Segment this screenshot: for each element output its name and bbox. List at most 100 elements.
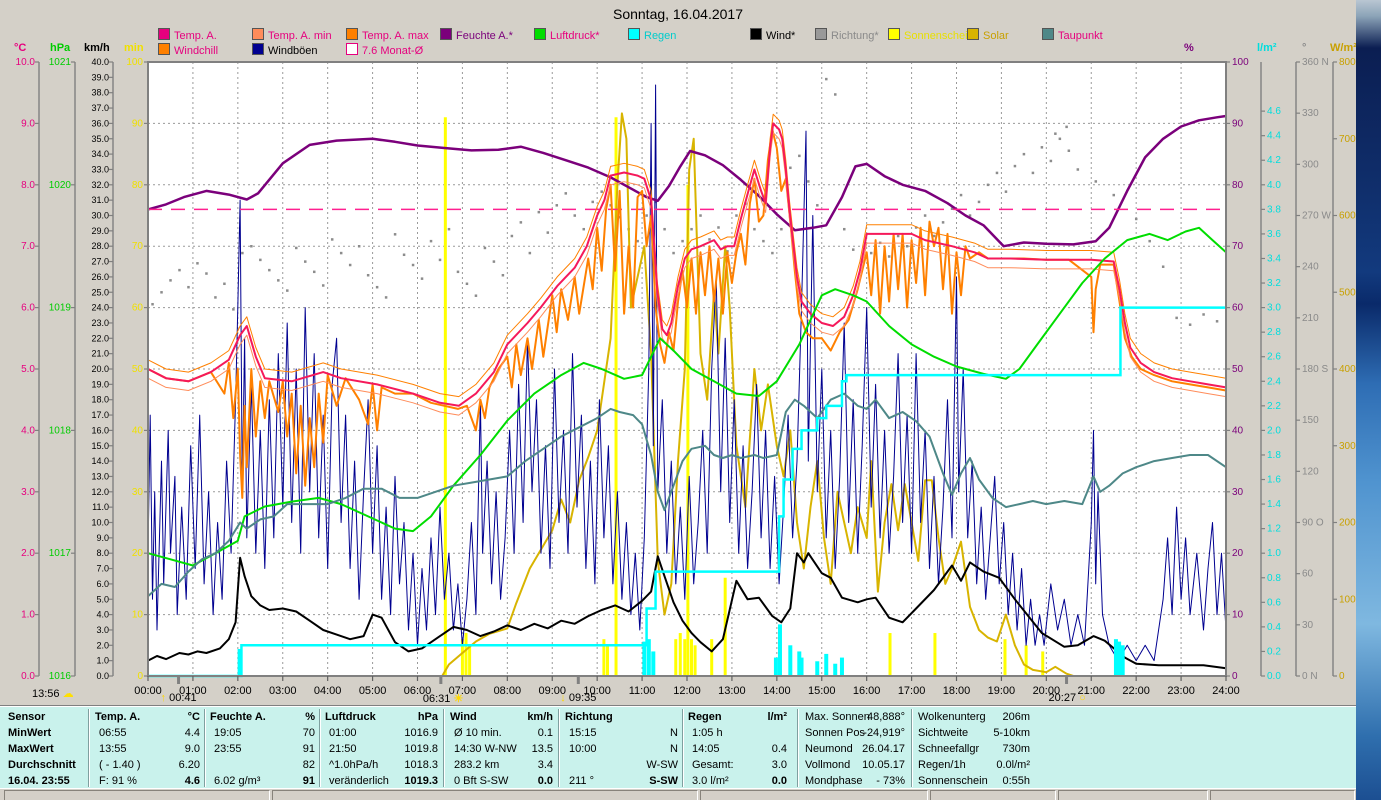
- stat-label: 15:15: [569, 727, 597, 739]
- legend-item-windb-en: Windböen: [252, 43, 318, 57]
- richtung-series: [582, 227, 585, 231]
- richtung-series: [492, 260, 496, 263]
- legend-label: Temp. A. min: [268, 30, 332, 42]
- richtung-series: [357, 245, 361, 248]
- richtung-series: [1215, 320, 1219, 323]
- axis-tick-label: 500: [1339, 287, 1356, 298]
- column-header: Richtung: [565, 711, 613, 723]
- stat-label: Gesamt:: [692, 759, 734, 771]
- stat-value: 0:55h: [1002, 775, 1030, 787]
- axis-tick-label: 80: [1232, 180, 1244, 191]
- richtung-series: [708, 238, 711, 241]
- axis-tick-label: 50: [132, 364, 144, 375]
- legend-item-wind: Wind*: [750, 28, 795, 42]
- legend-item-temp-a-min: Temp. A. min: [252, 28, 332, 42]
- windb-en-series: [147, 84, 1227, 662]
- legend-swatch: [628, 28, 640, 40]
- richtung-series: [672, 251, 675, 255]
- axis-tick-label: 30: [132, 487, 144, 498]
- axis-tick-label: 240: [1302, 262, 1319, 273]
- legend-swatch: [158, 28, 170, 40]
- row-label: MinWert: [8, 727, 52, 739]
- axis-tick-label: 2.4: [1267, 376, 1281, 387]
- moonset-label: 13:56 ☁: [32, 688, 74, 700]
- status-bar-segment: [272, 790, 698, 800]
- stat-label: 14:30 W-NW: [454, 743, 517, 755]
- marker-time: 06:31: [422, 693, 451, 705]
- time-tick-label: 06:00: [404, 685, 432, 697]
- time-tick-label: 11:00: [629, 685, 656, 697]
- axis-tick-label: 30: [1232, 487, 1244, 498]
- axis-header: °C: [14, 42, 27, 54]
- richtung-series: [843, 227, 846, 231]
- legend-item-taupunkt: Taupunkt: [1042, 28, 1103, 42]
- axis-tick-label: 33.0: [91, 164, 109, 174]
- axis-tick-label: 7.0: [21, 241, 35, 252]
- marker-time: 20:27: [1048, 692, 1077, 704]
- axis-header: l/m²: [1257, 42, 1277, 54]
- down-arrow-icon: ↓: [560, 692, 566, 704]
- richtung-series: [1112, 193, 1116, 197]
- richtung-series: [465, 282, 469, 286]
- richtung-series: [995, 171, 999, 175]
- column-divider: [797, 709, 798, 787]
- axis-tick-label: 360 N: [1302, 57, 1329, 68]
- legend-label: Regen: [644, 30, 677, 42]
- stat-label: Ø 10 min.: [454, 727, 502, 739]
- axis-tick-label: 0: [1339, 671, 1345, 682]
- axis-tick-label: 1.4: [1267, 499, 1281, 510]
- legend-item-temp-a-max: Temp. A. max: [346, 28, 429, 42]
- axis-tick-label: 1.8: [1267, 450, 1281, 461]
- legend-swatch: [252, 28, 264, 40]
- stat-value: N: [670, 727, 678, 739]
- time-tick-label: 21:00: [1077, 685, 1105, 697]
- axis-tick-label: 270 W: [1302, 211, 1331, 222]
- stat-value: 0.0: [537, 775, 553, 787]
- stat-label: 1:05 h: [692, 727, 723, 739]
- richtung-series: [241, 251, 244, 255]
- column-unit: km/h: [527, 711, 553, 723]
- stat-value: 10.05.17: [862, 759, 905, 771]
- time-tick-label: 01:00: [179, 685, 207, 697]
- richtung-series: [1049, 159, 1053, 163]
- richtung-series: [429, 239, 433, 243]
- axis-tick-label: 1.0: [96, 656, 109, 666]
- stat-value: 82: [302, 759, 315, 771]
- richtung-series: [196, 262, 199, 265]
- legend-item-feuchte-a: Feuchte A.*: [440, 28, 513, 42]
- feuchte-a-series: [147, 114, 1227, 248]
- richtung-series: [277, 279, 280, 282]
- axis-tick-label: 6.0: [96, 579, 109, 589]
- legend-label: Windböen: [268, 45, 318, 57]
- axis-tick-label: 330: [1302, 108, 1319, 119]
- axis-tick-label: 150: [1302, 415, 1319, 426]
- axis-tick-label: 11.0: [92, 502, 109, 512]
- stat-value: 0.4: [771, 743, 787, 755]
- richtung-series: [402, 253, 406, 257]
- axis-tick-label: 3.8: [1267, 204, 1281, 215]
- column-divider: [204, 709, 205, 787]
- richtung-series: [636, 239, 639, 243]
- legend-label: Temp. A.: [174, 30, 217, 42]
- column-unit: l/m²: [767, 711, 787, 723]
- stat-label: 01:00: [329, 727, 357, 739]
- axis-tick-label: 4.0: [21, 425, 35, 436]
- column-divider: [88, 709, 89, 787]
- stat-value: 3.0: [771, 759, 787, 771]
- richtung-series: [483, 246, 487, 250]
- legend-label: Sonnenschein: [904, 30, 974, 42]
- stat-label: 283.2 km: [454, 759, 500, 771]
- axis-tick-label: 20: [132, 548, 144, 559]
- legend-label: Windchill: [174, 45, 219, 57]
- richtung-series: [286, 289, 289, 292]
- axis-tick-label: 4.0: [1267, 180, 1281, 191]
- column-divider: [558, 709, 559, 787]
- richtung-series: [591, 200, 594, 204]
- axis-tick-label: 0 N: [1302, 671, 1318, 682]
- richtung-series: [537, 210, 541, 214]
- axis-header: W/m²: [1330, 42, 1357, 54]
- richtung-series: [411, 263, 415, 267]
- axis-tick-label: 200: [1339, 518, 1356, 529]
- axis-tick-label: 32.0: [91, 180, 109, 190]
- axis-header: km/h: [84, 42, 110, 54]
